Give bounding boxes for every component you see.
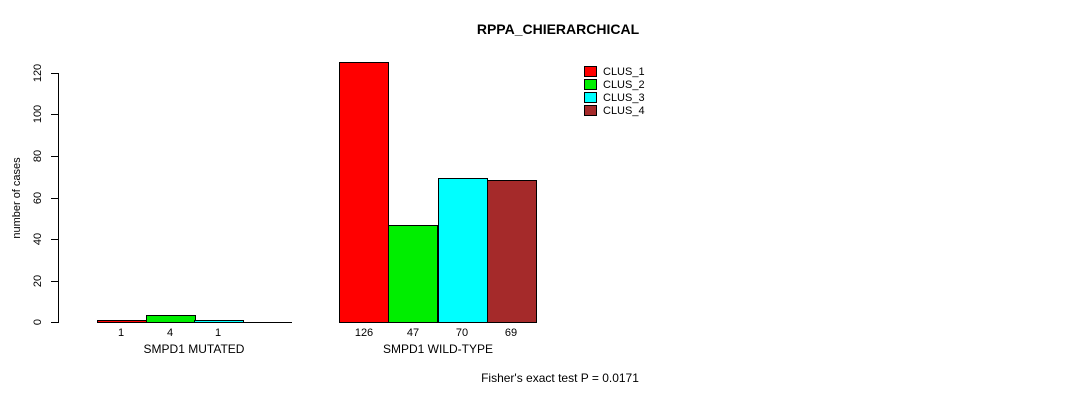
- bar-clus_2: [146, 315, 196, 323]
- legend-label: CLUS_4: [603, 104, 645, 117]
- legend-item: CLUS_4: [584, 104, 645, 117]
- y-tick-mark: [51, 281, 58, 282]
- y-tick-label: 0: [32, 318, 44, 326]
- bar-clus_1: [339, 62, 389, 323]
- legend-label: CLUS_2: [603, 78, 645, 91]
- y-tick-label: 120: [32, 63, 44, 83]
- y-tick-mark: [51, 198, 58, 199]
- legend-swatch-clus_4: [584, 105, 597, 116]
- y-tick-label: 40: [32, 232, 44, 246]
- bar-count-label: 47: [406, 327, 420, 339]
- bar-clus_1: [97, 320, 147, 323]
- legend-label: CLUS_3: [603, 91, 645, 104]
- legend-label: CLUS_1: [603, 65, 645, 78]
- bar-count-label: 126: [354, 327, 374, 339]
- fisher-test-annotation: Fisher's exact test P = 0.0171: [481, 371, 639, 385]
- legend: CLUS_1 CLUS_2 CLUS_3 CLUS_4: [584, 65, 645, 117]
- bar-clus_4: [487, 180, 537, 323]
- legend-swatch-clus_2: [584, 79, 597, 90]
- y-tick-label: 20: [32, 274, 44, 288]
- bar-count-label: 1: [117, 327, 125, 339]
- legend-item: CLUS_3: [584, 91, 645, 104]
- bar-count-label: 1: [214, 327, 222, 339]
- y-tick-mark: [51, 239, 58, 240]
- bar-clus_3: [194, 320, 244, 323]
- y-tick-label: 60: [32, 191, 44, 205]
- legend-swatch-clus_1: [584, 66, 597, 77]
- y-tick-mark: [51, 114, 58, 115]
- y-tick-mark: [51, 322, 58, 323]
- y-axis-line: [58, 73, 59, 323]
- legend-item: CLUS_2: [584, 78, 645, 91]
- bar-clus_3: [438, 178, 488, 323]
- bar-count-label: 70: [455, 327, 469, 339]
- bar-clus_2: [388, 225, 438, 323]
- y-tick-label: 100: [32, 104, 44, 124]
- bar-count-label: 69: [504, 327, 518, 339]
- bar-count-label: 4: [166, 327, 174, 339]
- y-tick-mark: [51, 156, 58, 157]
- y-axis-label: number of cases: [11, 157, 23, 239]
- y-tick-mark: [51, 73, 58, 74]
- group-label: SMPD1 MUTATED: [143, 342, 245, 356]
- y-tick-label: 80: [32, 149, 44, 163]
- legend-item: CLUS_1: [584, 65, 645, 78]
- chart-title: RPPA_CHIERARCHICAL: [476, 21, 640, 37]
- legend-swatch-clus_3: [584, 92, 597, 103]
- group-label: SMPD1 WILD-TYPE: [382, 342, 494, 356]
